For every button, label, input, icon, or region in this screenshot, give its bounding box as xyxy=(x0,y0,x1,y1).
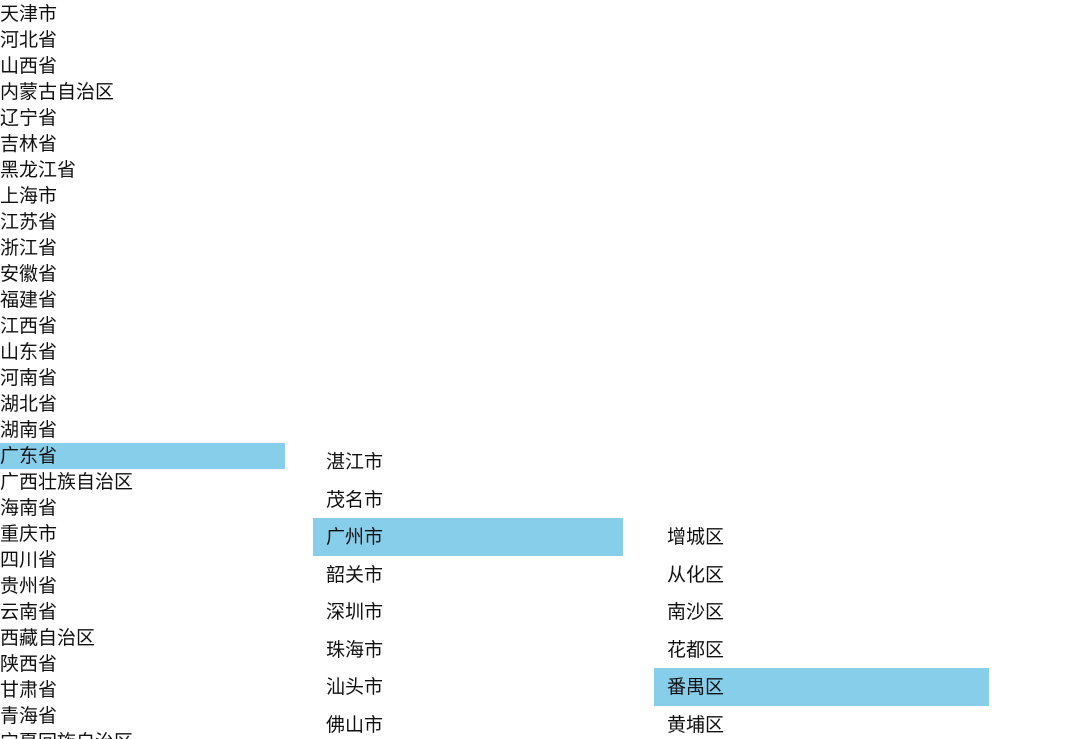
city-item[interactable]: 茂名市 xyxy=(326,488,384,511)
province-item[interactable]: 上海市 xyxy=(0,185,58,207)
province-item[interactable]: 浙江省 xyxy=(0,237,58,259)
province-item[interactable]: 福建省 xyxy=(0,289,58,311)
city-item[interactable]: 广州市 xyxy=(313,518,623,556)
province-item[interactable]: 河南省 xyxy=(0,367,58,389)
district-item[interactable]: 番禺区 xyxy=(654,668,989,706)
city-item[interactable]: 深圳市 xyxy=(326,601,384,623)
province-item[interactable]: 山西省 xyxy=(0,55,58,77)
district-item[interactable]: 花都区 xyxy=(667,638,725,661)
province-item[interactable]: 甘肃省 xyxy=(0,679,58,701)
city-item[interactable]: 汕头市 xyxy=(326,676,384,698)
province-item[interactable]: 青海省 xyxy=(0,705,58,727)
province-item[interactable]: 贵州省 xyxy=(0,575,58,597)
city-item[interactable]: 珠海市 xyxy=(326,638,384,661)
province-item[interactable]: 江苏省 xyxy=(0,211,58,233)
province-list: 天津市 河北省 山西省 内蒙古自治区 辽宁省 吉林省 黑龙江省 上海市 江苏省 … xyxy=(0,1,285,739)
district-item[interactable]: 增城区 xyxy=(667,526,725,548)
province-item[interactable]: 吉林省 xyxy=(0,133,58,155)
province-item[interactable]: 安徽省 xyxy=(0,263,58,285)
province-item[interactable]: 内蒙古自治区 xyxy=(0,81,115,103)
province-item[interactable]: 山东省 xyxy=(0,341,58,363)
city-item[interactable]: 韶关市 xyxy=(326,563,384,586)
city-item[interactable]: 湛江市 xyxy=(326,451,384,473)
province-item[interactable]: 黑龙江省 xyxy=(0,159,77,181)
province-item[interactable]: 广西壮族自治区 xyxy=(0,471,134,493)
province-item[interactable]: 海南省 xyxy=(0,497,58,519)
province-item[interactable]: 四川省 xyxy=(0,549,58,571)
province-item[interactable]: 湖北省 xyxy=(0,393,58,415)
province-item[interactable]: 江西省 xyxy=(0,315,58,337)
city-list: 湛江市 茂名市 广州市 韶关市 深圳市 珠海市 汕头市 佛山市 xyxy=(313,443,623,739)
province-item[interactable]: 辽宁省 xyxy=(0,107,58,129)
district-item[interactable]: 从化区 xyxy=(667,563,725,586)
province-item[interactable]: 宁夏回族自治区 xyxy=(0,729,285,739)
district-item[interactable]: 黄埔区 xyxy=(667,713,725,736)
province-item[interactable]: 天津市 xyxy=(0,3,58,25)
province-item[interactable]: 云南省 xyxy=(0,601,58,623)
city-item[interactable]: 佛山市 xyxy=(326,713,384,736)
province-item[interactable]: 重庆市 xyxy=(0,523,58,545)
province-item[interactable]: 西藏自治区 xyxy=(0,627,96,649)
district-list: 增城区 从化区 南沙区 花都区 番禺区 黄埔区 xyxy=(654,518,989,739)
province-item[interactable]: 湖南省 xyxy=(0,419,58,441)
province-item[interactable]: 河北省 xyxy=(0,29,58,51)
province-item[interactable]: 陕西省 xyxy=(0,653,58,675)
district-item[interactable]: 南沙区 xyxy=(667,601,725,623)
province-item[interactable]: 广东省 xyxy=(0,443,285,469)
